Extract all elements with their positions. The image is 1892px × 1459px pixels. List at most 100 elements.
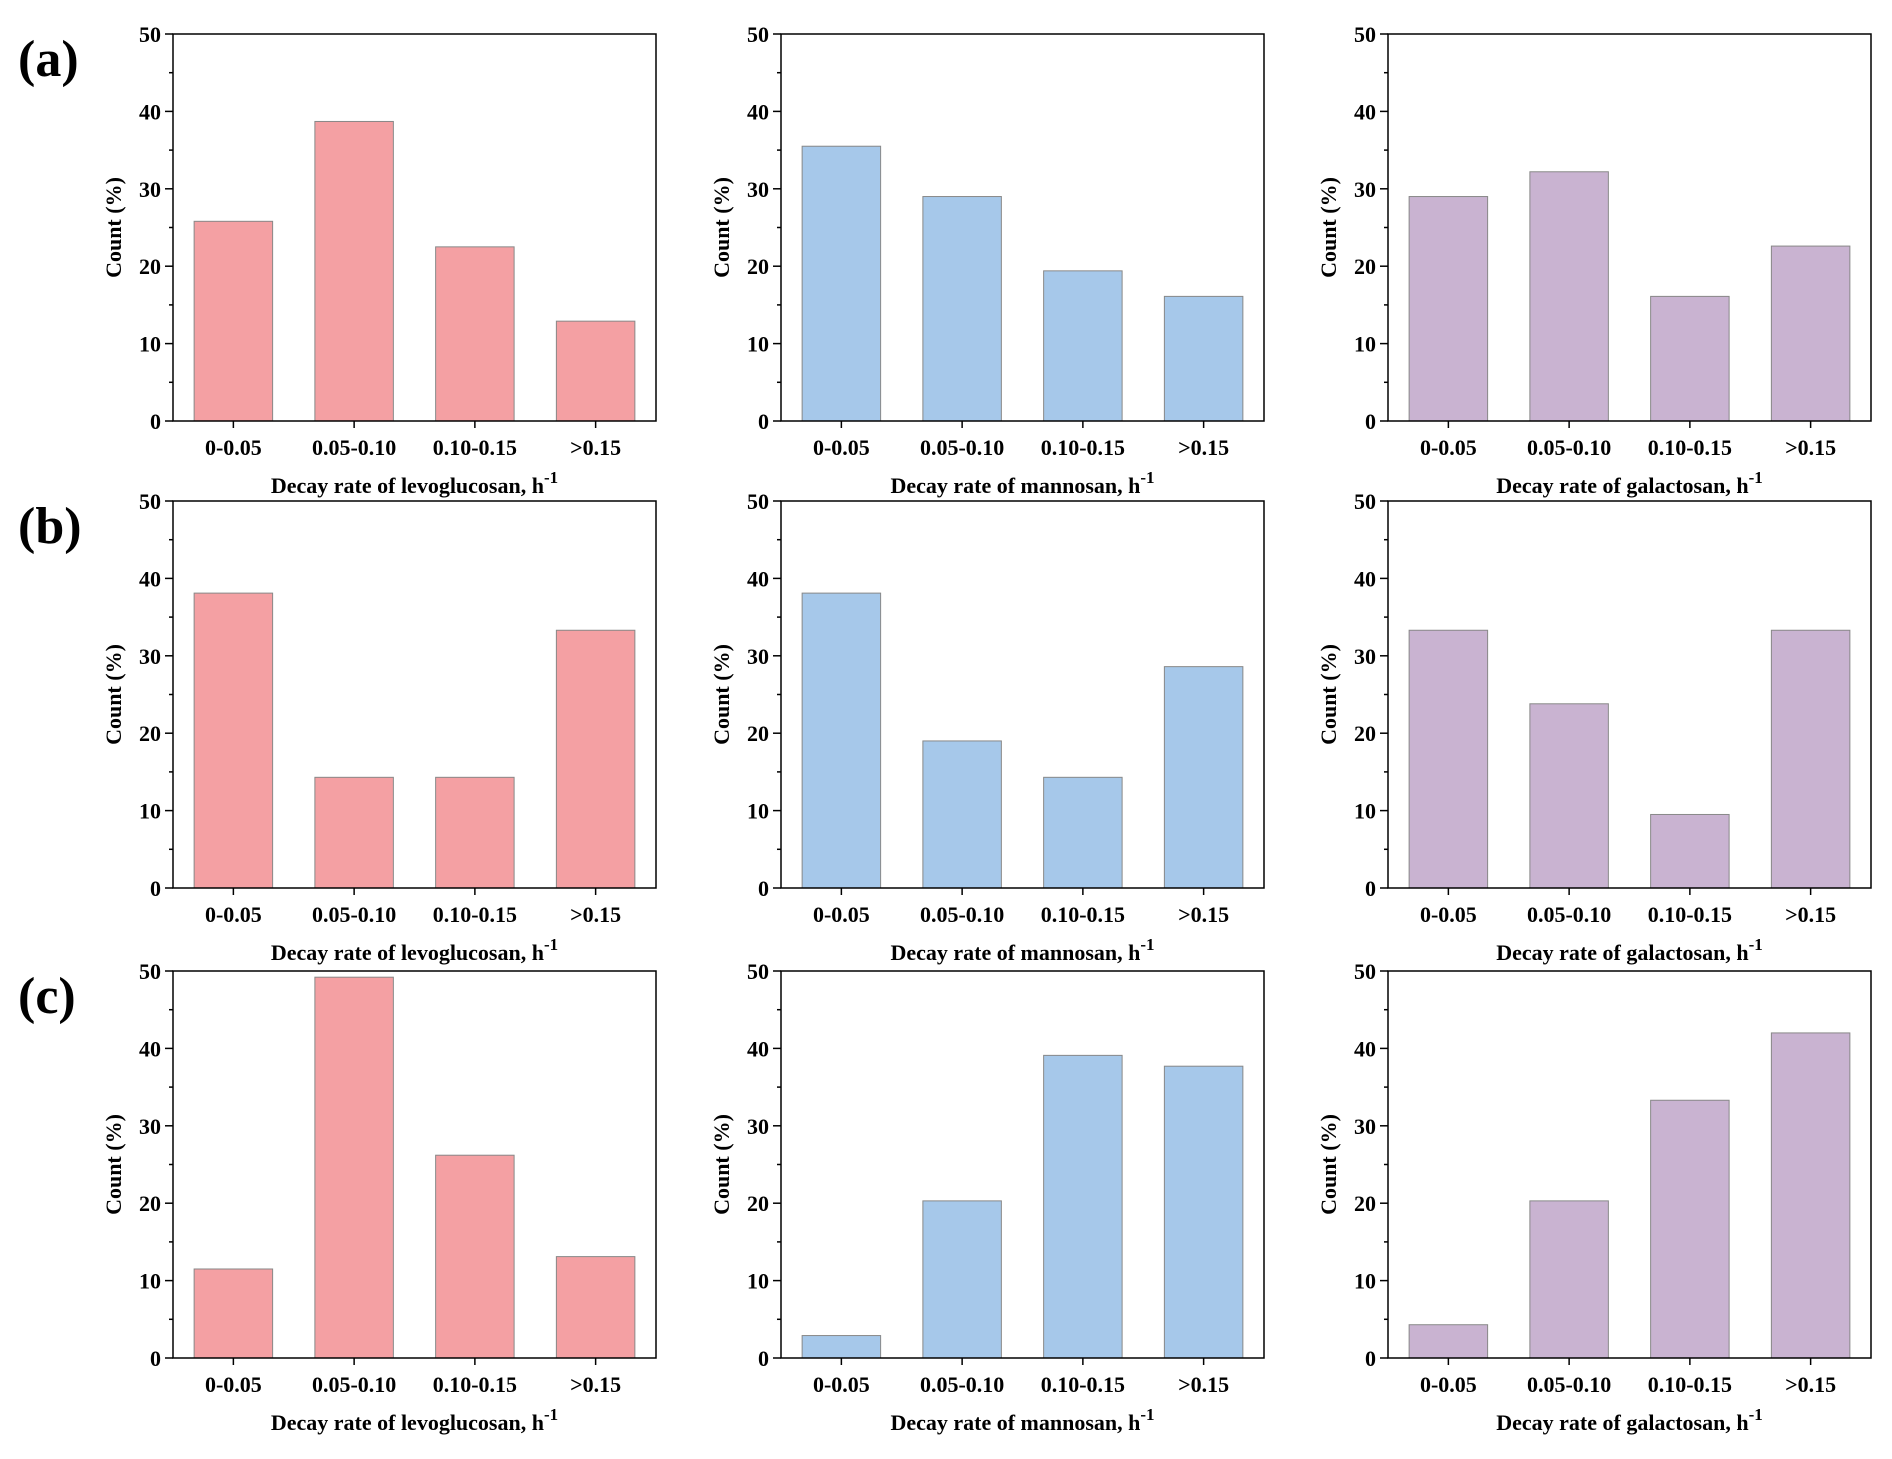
bar (1650, 295, 1730, 422)
plot-frame (1387, 970, 1872, 1359)
bar (555, 629, 636, 889)
y-tick-label: 50 (1354, 22, 1376, 47)
x-tick-label: 0.05-0.10 (1527, 1372, 1611, 1397)
x-tick-label: >0.15 (570, 902, 621, 927)
bar (1163, 666, 1244, 889)
x-axis-label-sup: -1 (1749, 1405, 1763, 1424)
bar (1650, 1099, 1730, 1359)
x-axis-label-text: Decay rate of levoglucosan, h (271, 473, 544, 498)
y-tick-label: 40 (139, 1036, 161, 1061)
bar (1043, 270, 1123, 422)
x-tick-label: 0-0.05 (813, 1372, 870, 1397)
x-axis-label-text: Decay rate of levoglucosan, h (271, 940, 544, 965)
bar (314, 976, 394, 1359)
y-tick-label: 0 (150, 409, 161, 434)
y-tick-label: 0 (1365, 876, 1376, 901)
y-tick-label: 40 (1354, 1036, 1376, 1061)
y-tick-label: 0 (758, 1346, 769, 1371)
y-tick-label: 30 (1354, 644, 1376, 669)
y-tick-label: 50 (139, 959, 161, 984)
x-axis-label: Decay rate of galactosan, h-1 (1496, 935, 1763, 965)
y-tick-label: 30 (139, 177, 161, 202)
x-tick-label: >0.15 (1785, 435, 1836, 460)
y-tick-label: 30 (139, 1114, 161, 1139)
y-tick-label: 20 (747, 721, 769, 746)
bar (801, 1335, 882, 1359)
bar (193, 1268, 274, 1359)
bar (435, 246, 515, 422)
y-tick-label: 50 (747, 489, 769, 514)
y-tick-label: 10 (747, 799, 769, 824)
x-axis-label-sup: -1 (1140, 1405, 1154, 1424)
x-tick-label: 0-0.05 (205, 435, 262, 460)
y-tick-label: 20 (139, 1191, 161, 1216)
x-tick-label: 0.05-0.10 (312, 902, 396, 927)
y-axis-label: Count (%) (1316, 644, 1341, 745)
bar (922, 1200, 1002, 1359)
y-tick-label: 20 (1354, 1191, 1376, 1216)
x-axis-label: Decay rate of mannosan, h-1 (890, 468, 1154, 498)
y-axis-label: Count (%) (101, 644, 126, 745)
y-tick-label: 30 (747, 644, 769, 669)
x-tick-label: 0.05-0.10 (1527, 435, 1611, 460)
panel-label: (a) (18, 31, 79, 88)
bar (1408, 1324, 1489, 1359)
x-axis-label-sup: -1 (544, 1405, 558, 1424)
y-axis-label: Count (%) (101, 177, 126, 278)
y-axis-label: Count (%) (709, 1114, 734, 1215)
x-axis-label-text: Decay rate of galactosan, h (1496, 1410, 1748, 1435)
bar (1163, 295, 1244, 422)
y-tick-label: 10 (139, 1269, 161, 1294)
x-axis-label-sup: -1 (1749, 468, 1763, 487)
bar (314, 776, 394, 889)
y-axis-label: Count (%) (1316, 1114, 1341, 1215)
y-tick-label: 0 (1365, 409, 1376, 434)
bar (555, 320, 636, 422)
bar (1529, 171, 1609, 422)
x-tick-label: 0-0.05 (813, 435, 870, 460)
plot-frame (172, 33, 657, 422)
x-tick-label: >0.15 (1785, 902, 1836, 927)
y-axis-label: Count (%) (101, 1114, 126, 1215)
y-tick-label: 40 (1354, 566, 1376, 591)
y-axis-label: Count (%) (1316, 177, 1341, 278)
x-axis-label: Decay rate of levoglucosan, h-1 (271, 935, 558, 965)
x-axis-label: Decay rate of mannosan, h-1 (890, 935, 1154, 965)
bar (1529, 703, 1609, 889)
x-tick-label: >0.15 (1785, 1372, 1836, 1397)
x-axis-label: Decay rate of mannosan, h-1 (890, 1405, 1154, 1435)
y-tick-label: 10 (1354, 799, 1376, 824)
y-tick-label: 10 (1354, 332, 1376, 357)
y-tick-label: 0 (150, 876, 161, 901)
plot-frame (172, 970, 657, 1359)
plot-frame (1387, 500, 1872, 889)
bar (922, 196, 1002, 422)
bar (314, 120, 394, 422)
x-tick-label: 0.10-0.15 (1041, 902, 1125, 927)
x-tick-label: 0-0.05 (1420, 1372, 1477, 1397)
y-tick-label: 20 (1354, 254, 1376, 279)
x-axis-label: Decay rate of galactosan, h-1 (1496, 468, 1763, 498)
y-tick-label: 10 (139, 799, 161, 824)
plot-frame (780, 33, 1265, 422)
y-tick-label: 30 (747, 177, 769, 202)
y-tick-label: 20 (139, 721, 161, 746)
x-tick-label: 0-0.05 (1420, 435, 1477, 460)
x-tick-label: 0.10-0.15 (1648, 902, 1732, 927)
y-tick-label: 0 (758, 876, 769, 901)
bar (801, 145, 882, 422)
x-axis-label: Decay rate of levoglucosan, h-1 (271, 468, 558, 498)
x-tick-label: 0.10-0.15 (433, 435, 517, 460)
y-tick-label: 30 (747, 1114, 769, 1139)
y-tick-label: 30 (1354, 1114, 1376, 1139)
y-tick-label: 10 (139, 332, 161, 357)
x-tick-label: 0.10-0.15 (1648, 435, 1732, 460)
bar (1770, 245, 1851, 422)
x-axis-label-sup: -1 (1749, 935, 1763, 954)
x-tick-label: >0.15 (570, 435, 621, 460)
x-tick-label: 0.05-0.10 (312, 435, 396, 460)
y-tick-label: 40 (747, 99, 769, 124)
y-tick-label: 20 (1354, 721, 1376, 746)
bar (1770, 629, 1851, 889)
